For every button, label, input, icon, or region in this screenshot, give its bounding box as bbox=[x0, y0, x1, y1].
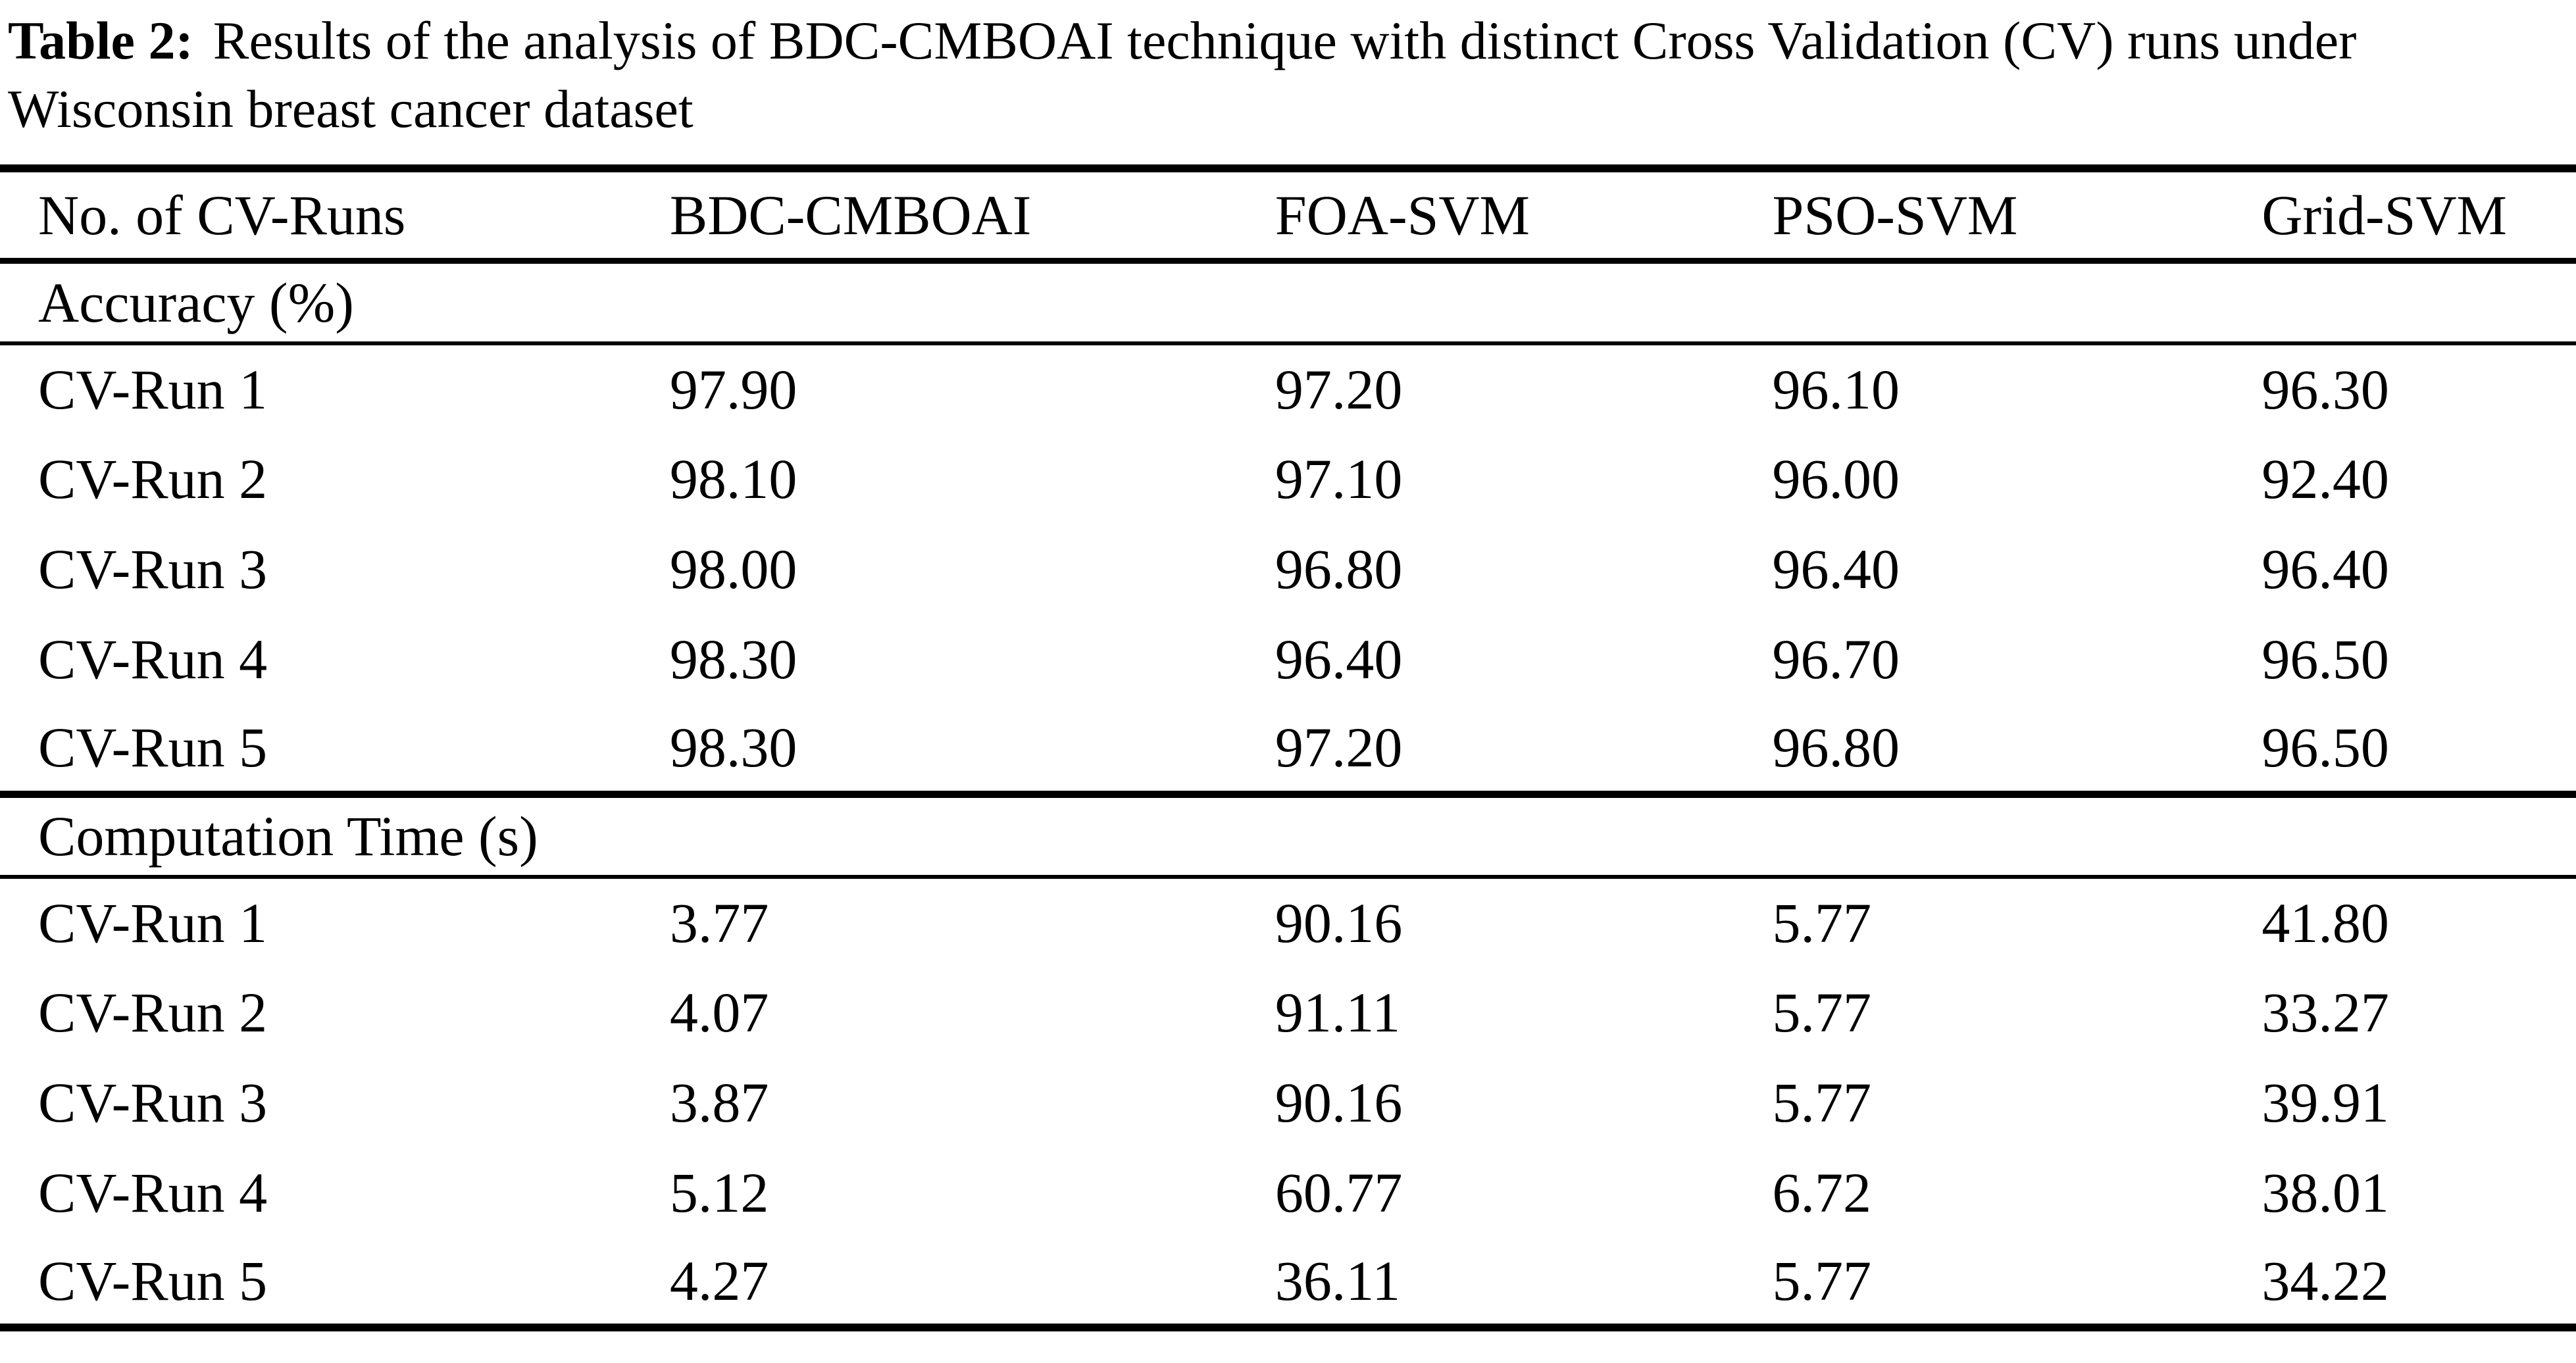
table-caption-line2: Wisconsin breast cancer dataset bbox=[8, 79, 694, 139]
column-header-bdc-cmboai: BDC-CMBOAI bbox=[669, 168, 1275, 264]
cell-value: 98.30 bbox=[669, 715, 797, 779]
cell-value: 98.00 bbox=[669, 537, 797, 601]
section-label-accuracy: Accuracy (%) bbox=[0, 260, 2576, 345]
section-header-row: Computation Time (s) bbox=[0, 790, 2576, 879]
column-header-grid-svm: Grid-SVM bbox=[2261, 168, 2576, 264]
table-row: CV-Run 4 98.30 96.40 96.70 96.50 bbox=[0, 614, 2576, 704]
section-accuracy: Accuracy (%) CV-Run 1 97.90 97.20 96.10 … bbox=[0, 260, 2576, 794]
cell-value: 97.90 bbox=[669, 358, 797, 421]
section-label-computation-time: Computation Time (s) bbox=[0, 790, 2576, 879]
table-row: CV-Run 1 97.90 97.20 96.10 96.30 bbox=[0, 343, 2576, 434]
cell-value: 92.40 bbox=[2261, 447, 2389, 510]
cell-value: 96.80 bbox=[1772, 715, 1900, 779]
column-header-cv-runs: No. of CV-Runs bbox=[0, 168, 670, 264]
table-caption: Table 2: Results of the analysis of BDC-C… bbox=[0, 0, 2576, 143]
table-caption-line1: Results of the analysis of BDC-CMBOAI te… bbox=[213, 11, 2357, 70]
table-row: CV-Run 4 5.12 60.77 6.72 38.01 bbox=[0, 1147, 2576, 1237]
row-label: CV-Run 3 bbox=[38, 1070, 268, 1134]
table-row: CV-Run 1 3.77 90.16 5.77 41.80 bbox=[0, 877, 2576, 967]
cell-value: 90.16 bbox=[1275, 891, 1403, 954]
results-table-header: No. of CV-Runs BDC-CMBOAI FOA-SVM PSO-SV… bbox=[0, 168, 2576, 264]
row-label: CV-Run 4 bbox=[38, 1160, 268, 1224]
column-header-foa-svm: FOA-SVM bbox=[1275, 168, 1773, 264]
cell-value: 97.20 bbox=[1275, 715, 1403, 779]
cell-value: 96.50 bbox=[2261, 715, 2389, 779]
row-label: CV-Run 2 bbox=[38, 980, 268, 1044]
cell-value: 5.77 bbox=[1772, 1249, 1872, 1312]
cell-value: 3.77 bbox=[669, 891, 769, 954]
cell-value: 98.30 bbox=[669, 627, 797, 691]
cell-value: 5.77 bbox=[1772, 980, 1872, 1044]
table-row: CV-Run 3 98.00 96.80 96.40 96.40 bbox=[0, 524, 2576, 614]
table-row: CV-Run 2 98.10 97.10 96.00 92.40 bbox=[0, 434, 2576, 524]
row-label: CV-Run 5 bbox=[38, 715, 268, 779]
cell-value: 5.12 bbox=[669, 1160, 769, 1224]
header-row: No. of CV-Runs BDC-CMBOAI FOA-SVM PSO-SV… bbox=[0, 168, 2576, 264]
cell-value: 39.91 bbox=[2261, 1070, 2389, 1134]
cell-value: 5.77 bbox=[1772, 1070, 1872, 1134]
cell-value: 98.10 bbox=[669, 447, 797, 510]
cell-value: 4.07 bbox=[669, 980, 769, 1044]
row-label: CV-Run 1 bbox=[38, 358, 268, 421]
table-row: CV-Run 5 98.30 97.20 96.80 96.50 bbox=[0, 704, 2576, 794]
cell-value: 36.11 bbox=[1275, 1249, 1401, 1312]
cell-value: 5.77 bbox=[1772, 891, 1872, 954]
table-row: CV-Run 5 4.27 36.11 5.77 34.22 bbox=[0, 1237, 2576, 1327]
cell-value: 91.11 bbox=[1275, 980, 1401, 1044]
cell-value: 6.72 bbox=[1772, 1160, 1872, 1224]
cell-value: 97.10 bbox=[1275, 447, 1403, 510]
table-row: CV-Run 2 4.07 91.11 5.77 33.27 bbox=[0, 967, 2576, 1057]
cell-value: 96.40 bbox=[2261, 537, 2389, 601]
column-header-pso-svm: PSO-SVM bbox=[1772, 168, 2262, 264]
cell-value: 96.10 bbox=[1772, 358, 1900, 421]
table-row: CV-Run 3 3.87 90.16 5.77 39.91 bbox=[0, 1057, 2576, 1147]
cell-value: 96.50 bbox=[2261, 627, 2389, 691]
row-label: CV-Run 1 bbox=[38, 891, 268, 954]
cell-value: 96.70 bbox=[1772, 627, 1900, 691]
cell-value: 4.27 bbox=[669, 1249, 769, 1312]
cell-value: 38.01 bbox=[2261, 1160, 2389, 1224]
results-table: No. of CV-Runs BDC-CMBOAI FOA-SVM PSO-SV… bbox=[0, 164, 2576, 1331]
section-header-row: Accuracy (%) bbox=[0, 260, 2576, 345]
cell-value: 90.16 bbox=[1275, 1070, 1403, 1134]
cell-value: 96.80 bbox=[1275, 537, 1403, 601]
row-label: CV-Run 2 bbox=[38, 447, 268, 510]
row-label: CV-Run 3 bbox=[38, 537, 268, 601]
cell-value: 96.40 bbox=[1772, 537, 1900, 601]
table-caption-number: Table 2: bbox=[8, 11, 193, 70]
cell-value: 60.77 bbox=[1275, 1160, 1403, 1224]
cell-value: 96.00 bbox=[1772, 447, 1900, 510]
cell-value: 34.22 bbox=[2261, 1249, 2389, 1312]
cell-value: 97.20 bbox=[1275, 358, 1403, 421]
row-label: CV-Run 5 bbox=[38, 1249, 268, 1312]
cell-value: 3.87 bbox=[669, 1070, 769, 1134]
section-computation-time: Computation Time (s) CV-Run 1 3.77 90.16… bbox=[0, 790, 2576, 1327]
cell-value: 96.30 bbox=[2261, 358, 2389, 421]
cell-value: 33.27 bbox=[2261, 980, 2389, 1044]
cell-value: 96.40 bbox=[1275, 627, 1403, 691]
row-label: CV-Run 4 bbox=[38, 627, 268, 691]
cell-value: 41.80 bbox=[2261, 891, 2389, 954]
